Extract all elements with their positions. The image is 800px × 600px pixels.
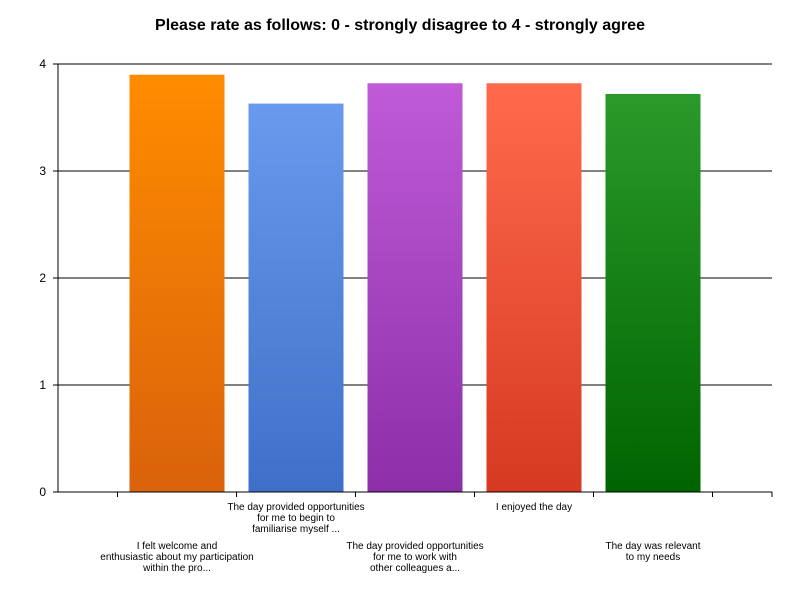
bar	[605, 93, 701, 493]
x-tick-label: I felt welcome and enthusiastic about my …	[92, 541, 262, 574]
x-tick-label-line: for me to begin to	[257, 513, 335, 524]
x-tick-label-line: other colleagues a...	[369, 563, 461, 574]
x-tick-label-line: I enjoyed the day	[495, 502, 573, 513]
y-tick-label: 3	[39, 164, 46, 178]
x-tick-label-line: The day was relevant	[605, 541, 701, 552]
bar	[129, 74, 225, 492]
x-tick-label-line: to my needs	[625, 552, 681, 563]
y-tick-label: 2	[39, 271, 46, 285]
x-tick-label: The day provided opportunities for me to …	[330, 541, 500, 574]
bar	[367, 83, 463, 492]
axes: 0 1 2 3 4	[39, 57, 773, 499]
bars	[129, 74, 701, 493]
y-tick-label: 1	[39, 378, 46, 392]
x-tick-label-line: within the pro...	[143, 563, 211, 574]
x-tick-label-line: The day provided opportunities	[227, 502, 365, 513]
y-tick-label: 4	[39, 57, 46, 71]
x-tick-label-line: I felt welcome and	[136, 541, 218, 552]
y-tick-label: 0	[39, 485, 46, 499]
chart-title: Please rate as follows: 0 - strongly dis…	[155, 17, 645, 34]
x-tick-label-line: The day provided opportunities	[346, 541, 484, 552]
x-tick-label: I enjoyed the day	[449, 502, 619, 513]
bar	[486, 83, 582, 492]
x-tick-label: The day was relevant to my needs	[568, 541, 738, 563]
x-tick-label: The day provided opportunities for me to …	[211, 502, 381, 535]
x-tick-label-line: for me to work with	[373, 552, 457, 563]
x-tick-label-line: enthusiastic about my participation	[100, 552, 254, 563]
bar	[248, 103, 344, 492]
x-tick-label-line: familiarise myself ...	[252, 524, 340, 535]
